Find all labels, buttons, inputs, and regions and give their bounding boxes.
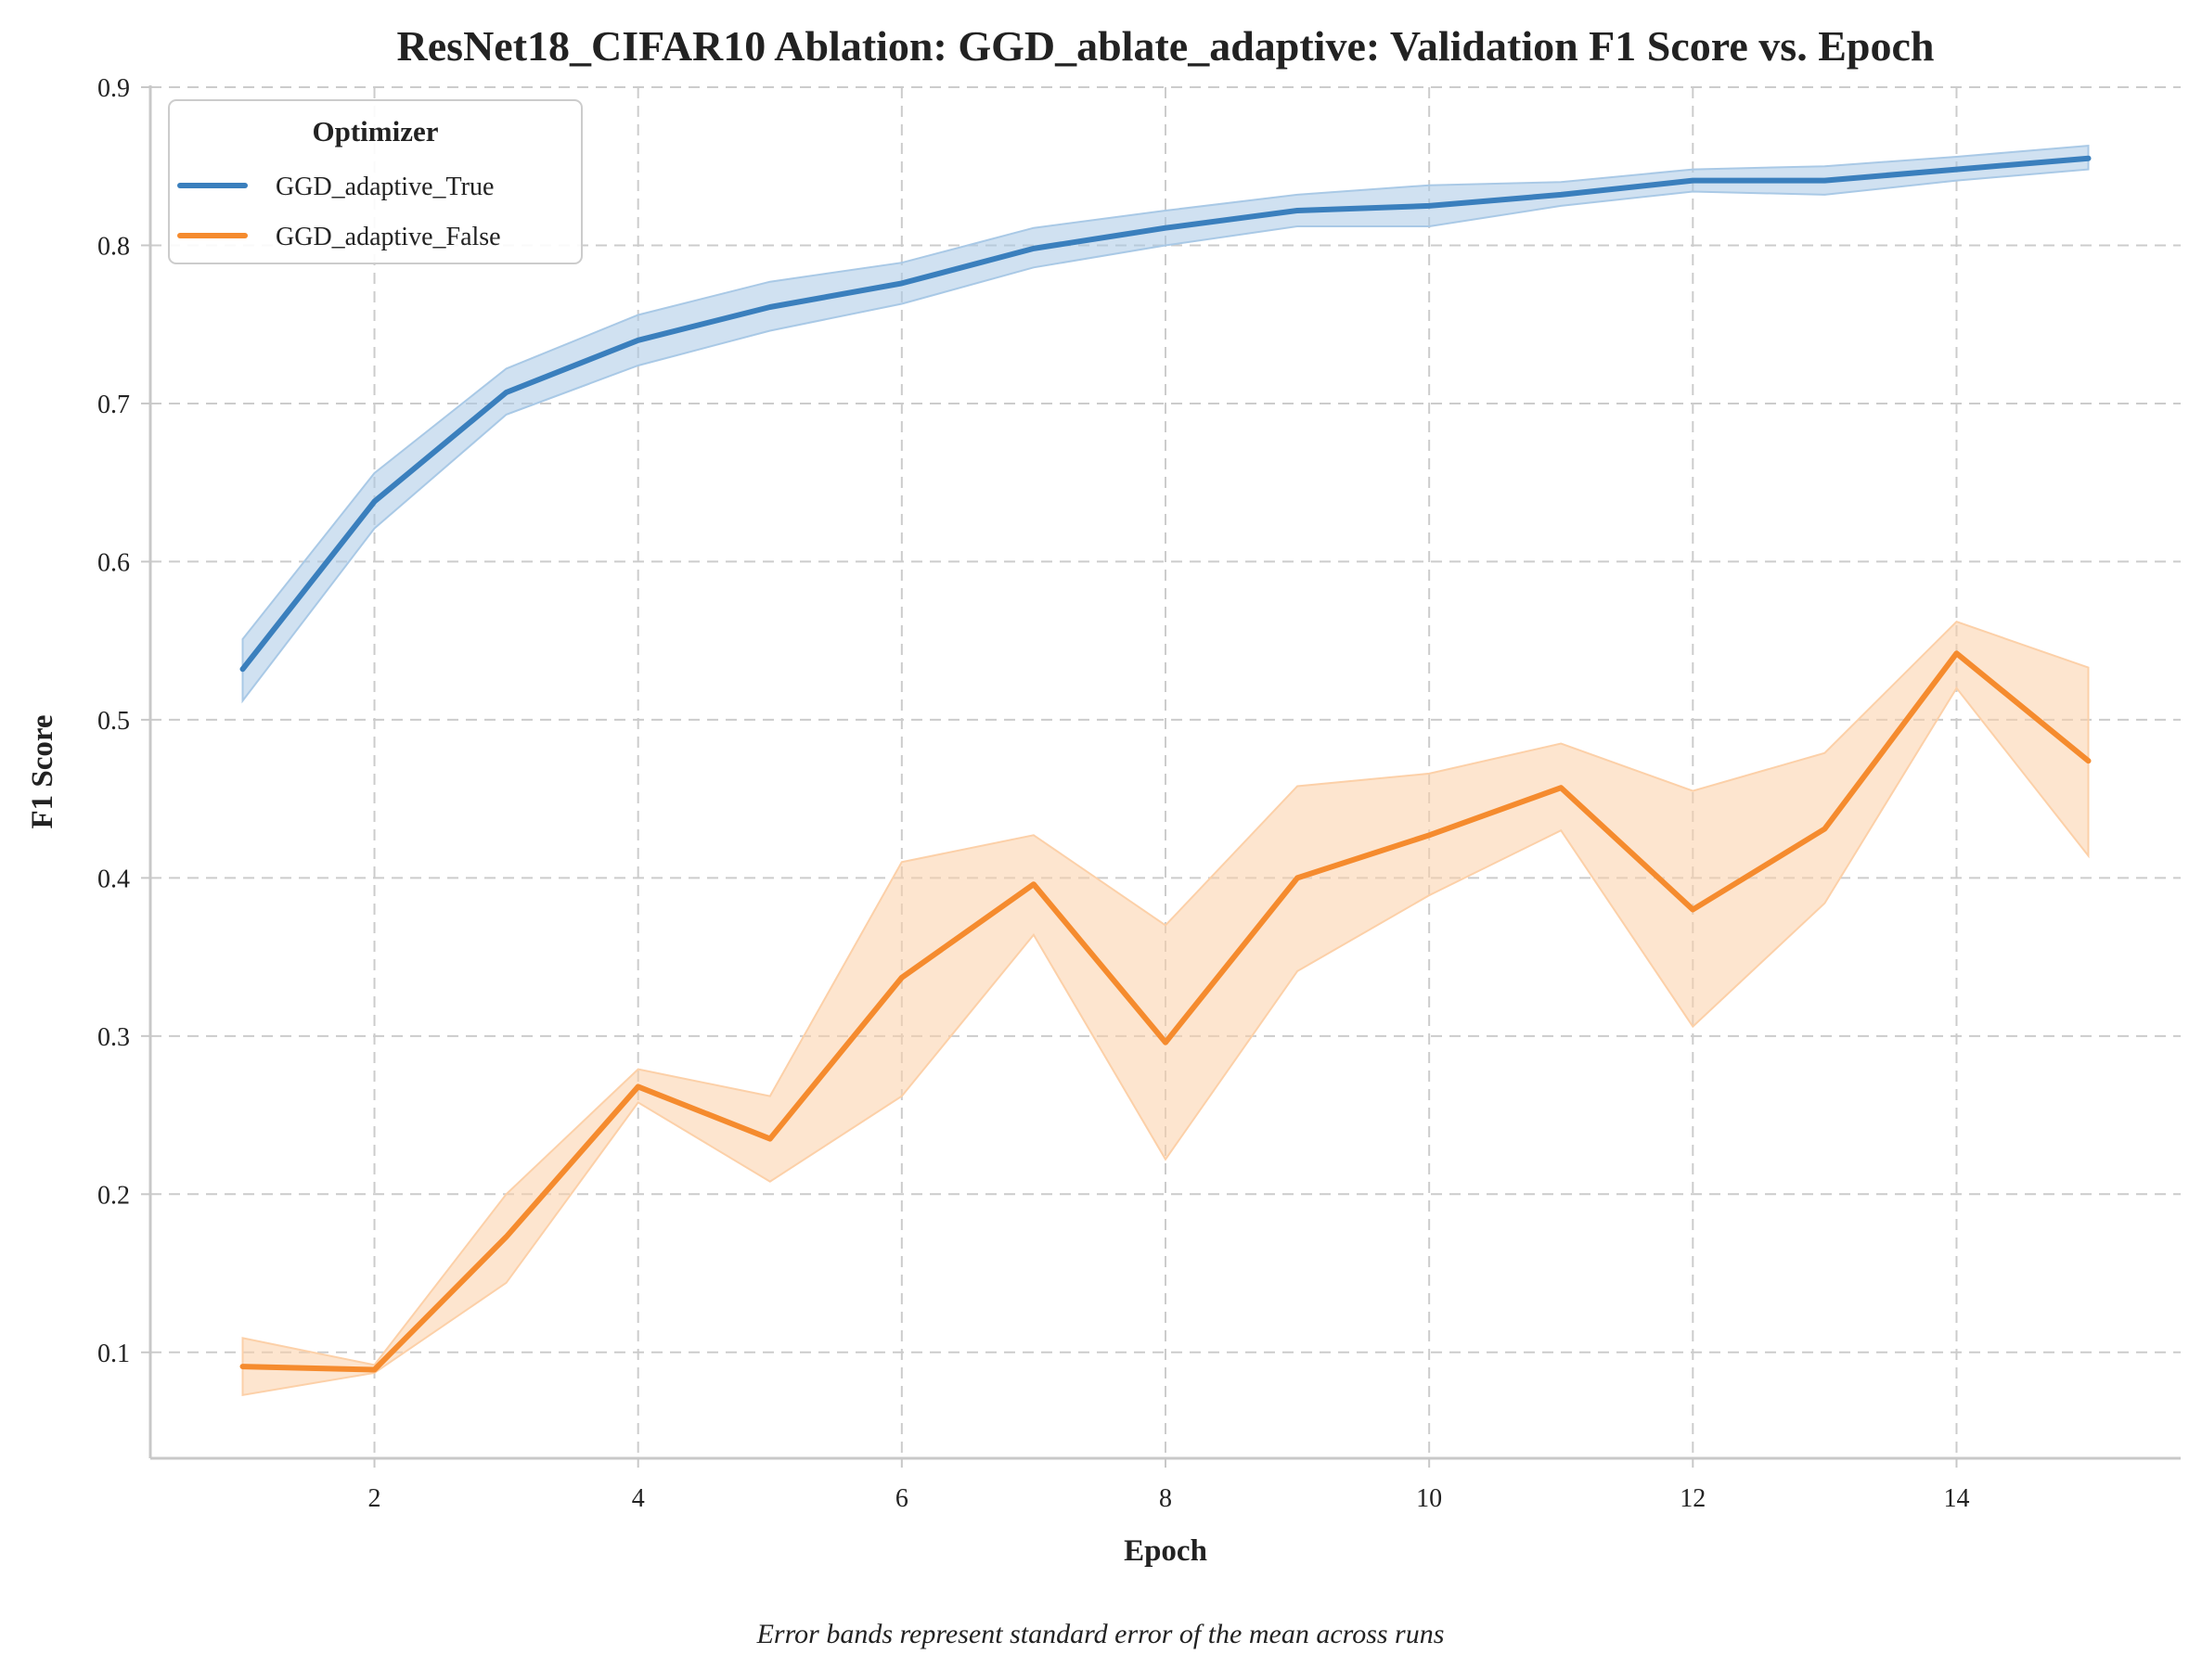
data-point [1428, 834, 1430, 836]
error-band-2 [241, 621, 2090, 1396]
error-band-1 [241, 145, 2090, 704]
x-tick-label: 4 [632, 1484, 645, 1513]
line-layer [239, 155, 2092, 1373]
data-point [1296, 210, 1298, 212]
data-point [1560, 787, 1562, 789]
y-tick-label: 0.6 [97, 548, 130, 577]
data-point [769, 1138, 771, 1140]
data-point [241, 1366, 243, 1367]
data-point [1560, 194, 1562, 196]
data-point [2088, 158, 2090, 160]
y-tick-label: 0.1 [97, 1340, 130, 1368]
band-layer [241, 145, 2090, 1396]
data-point [1955, 652, 1957, 654]
y-axis-label: F1 Score [26, 714, 59, 828]
y-tick-label: 0.9 [97, 74, 130, 103]
chart-caption: Error bands represent standard error of … [756, 1619, 1445, 1649]
data-point [1165, 1042, 1166, 1044]
data-point [769, 306, 771, 308]
legend-title: Optimizer [312, 115, 438, 147]
y-tick-label: 0.5 [97, 707, 130, 736]
legend-box [168, 99, 583, 264]
data-point [901, 282, 903, 284]
y-tick-label: 0.4 [97, 865, 130, 893]
x-tick-label: 2 [368, 1484, 381, 1513]
legend-label-1: GGD_adaptive_True [276, 173, 494, 201]
x-tick-label: 12 [1680, 1484, 1706, 1513]
x-tick-label: 10 [1416, 1484, 1442, 1513]
y-tick-label: 0.8 [97, 232, 130, 261]
axis-layer: 2 4 6 8 10 12 14 0.1 0.2 0.3 0.4 0.5 0.6 0.7 0.8 0.9 [97, 74, 2181, 1513]
y-tick-label: 0.3 [97, 1023, 130, 1052]
x-axis-label: Epoch [1124, 1534, 1207, 1568]
data-point [1165, 227, 1166, 229]
data-point [1823, 180, 1825, 182]
data-point [506, 391, 508, 393]
x-tick-label: 14 [1943, 1484, 1969, 1513]
data-point [1428, 205, 1430, 207]
data-point [374, 1369, 376, 1371]
data-point [2088, 760, 2090, 762]
y-tick-label: 0.2 [97, 1181, 130, 1210]
x-tick-label: 8 [1159, 1484, 1172, 1513]
data-point [637, 1085, 639, 1087]
data-point [1033, 883, 1035, 885]
chart-title: ResNet18_CIFAR10 Ablation: GGD_ablate_ad… [397, 22, 1935, 70]
data-point [506, 1236, 508, 1238]
y-tick-label: 0.7 [97, 391, 130, 419]
data-point [374, 501, 376, 503]
legend-label-2: GGD_adaptive_False [276, 223, 501, 251]
x-tick-label: 6 [895, 1484, 908, 1513]
data-point [1033, 248, 1035, 250]
data-point [241, 668, 243, 670]
data-point [901, 977, 903, 979]
data-point [1823, 828, 1825, 830]
legend: Optimizer GGD_adaptive_True GGD_adaptive_F… [168, 99, 583, 264]
data-point [1955, 169, 1957, 171]
